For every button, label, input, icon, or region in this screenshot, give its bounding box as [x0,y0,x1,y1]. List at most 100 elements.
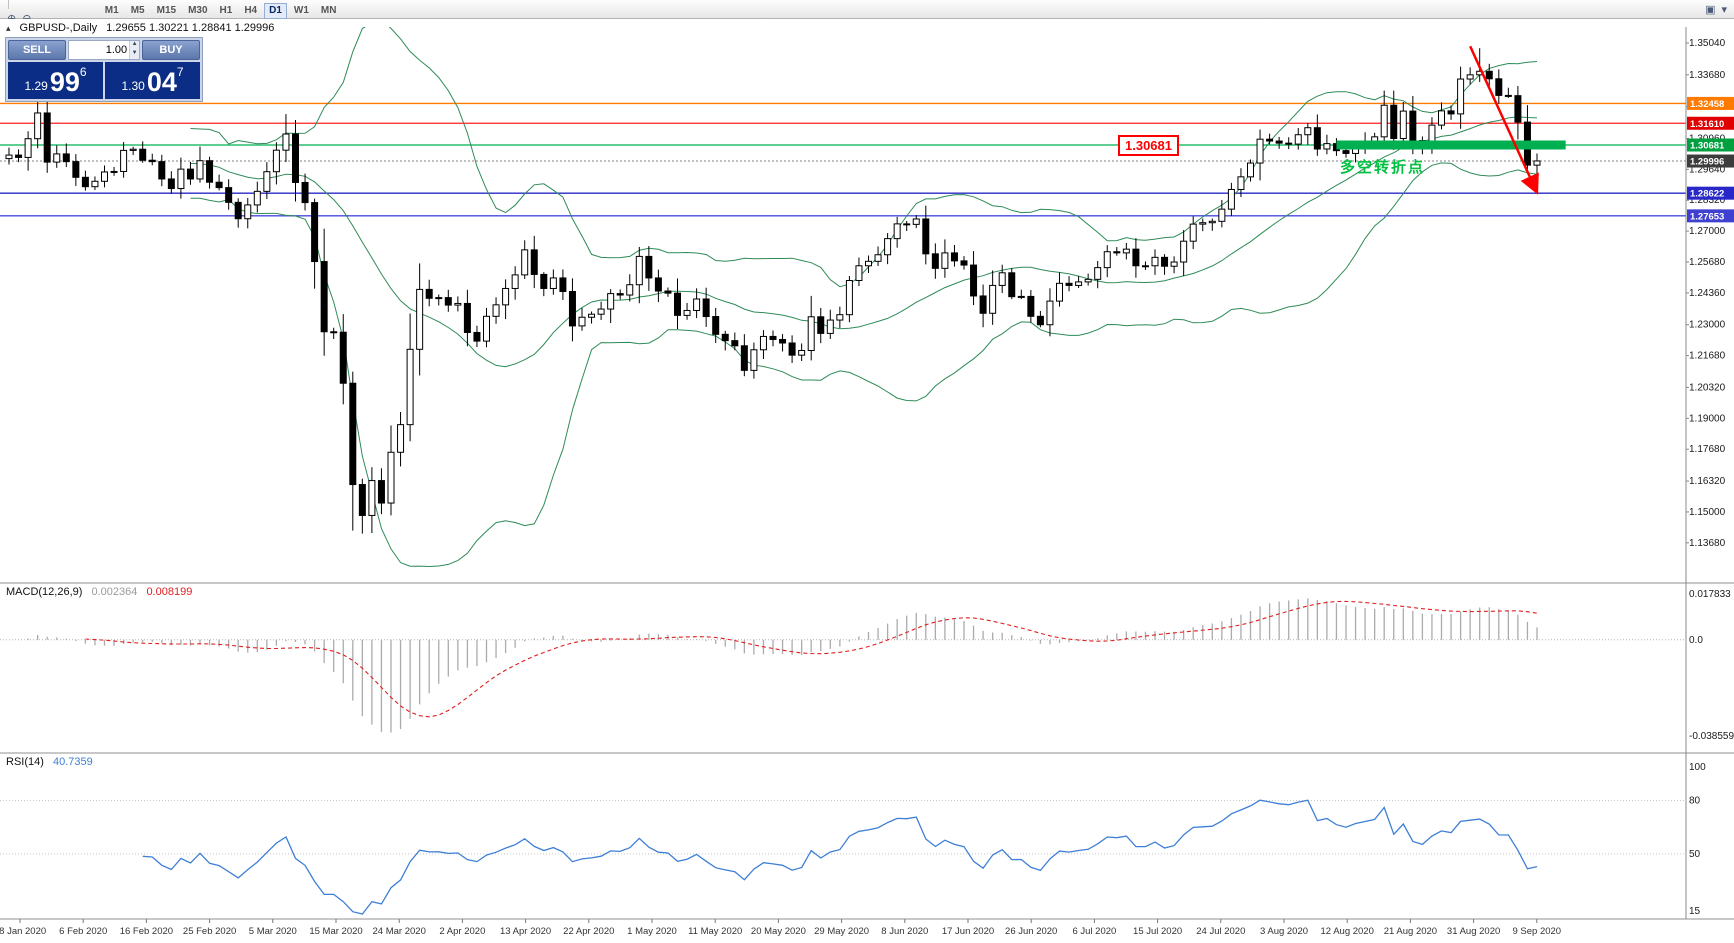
price-badge [1687,186,1734,200]
date-axis-label: 26 Jun 2020 [1005,926,1057,937]
macd-label: MACD(12,26,9) 0.002364 0.008199 [6,586,192,598]
price-axis-label: 1.17680 [1689,444,1726,455]
volume-input[interactable] [69,41,130,59]
ohlc-values: 1.29655 1.30221 1.28841 1.29996 [106,22,275,34]
price-axis-label: 1.15000 [1689,507,1726,518]
timeframe-m15-button[interactable]: M15 [152,3,181,19]
date-axis-label: 2 Apr 2020 [439,926,485,937]
buy-price-prefix: 1.30 [121,79,145,93]
timeframe-m5-button[interactable]: M5 [126,3,150,19]
price-axis-label: 1.20320 [1689,382,1726,393]
macd-main-value: 0.002364 [91,586,138,598]
timeframe-w1-button[interactable]: W1 [289,3,314,19]
volume-stepper[interactable]: ▲ ▼ [68,40,140,60]
volume-spinner[interactable]: ▲ ▼ [129,41,139,59]
price-badge [1687,116,1734,130]
annotation-text[interactable]: 多空转折点 [1340,159,1426,176]
sell-price[interactable]: 1.29 99 6 [8,62,103,99]
price-axis-label: 1.29640 [1689,164,1726,175]
timeframe-mn-button[interactable]: MN [316,3,342,19]
svg-text:1.32458: 1.32458 [1690,99,1724,110]
price-axis-label: 1.35040 [1689,38,1726,49]
buy-button[interactable]: BUY [142,40,200,60]
timeframe-h1-button[interactable]: H1 [215,3,238,19]
timeframe-m1-button[interactable]: M1 [100,3,124,19]
date-axis-label: 3 Aug 2020 [1260,926,1308,937]
toolbar: ▦▾✚新订单▥▣⌂▭▶自动交易☰◫╱⊕⊖≫↦ƒ▾↖┼│─╱║φA⇘ M1M5M1… [0,0,1734,164]
date-axis-label: 5 Mar 2020 [249,926,297,937]
date-axis-label: 12 Aug 2020 [1321,926,1374,937]
toolbar-right-buttons: ▣ ▾ [1702,0,1730,18]
sell-price-point: 6 [79,65,87,79]
macd-name: MACD(12,26,9) [6,586,83,598]
buy-price[interactable]: 1.30 04 7 [105,62,200,99]
price-badge [1687,96,1734,110]
date-axis-label: 13 Apr 2020 [500,926,551,937]
svg-text:100: 100 [1689,762,1706,773]
svg-text:1.29996: 1.29996 [1690,157,1724,168]
volume-up-icon[interactable]: ▲ [130,41,139,50]
svg-text:1.31610: 1.31610 [1690,119,1724,130]
svg-text:1.30681: 1.30681 [1690,141,1725,152]
chart-title: ▴ GBPUSD-,Daily 1.29655 1.30221 1.28841 … [6,22,274,34]
price-axis-label: 1.25680 [1689,257,1726,268]
rsi-plot [0,799,1686,915]
date-axis-label: 8 Jun 2020 [881,926,928,937]
price-axis-label: 1.13680 [1689,538,1726,549]
date-axis-label: 15 Mar 2020 [309,926,362,937]
date-axis-label: 11 May 2020 [688,926,742,937]
date-axis-label: 6 Jul 2020 [1072,926,1116,937]
timeframe-m30-button[interactable]: M30 [183,3,212,19]
date-axis-label: 22 Apr 2020 [563,926,614,937]
sell-button[interactable]: SELL [8,40,66,60]
chart-window[interactable]: 0.017833 0.0 -0.038559 100 80 50 15 1.35040 1.33… [0,19,1734,943]
rsi-name: RSI(14) [6,756,44,768]
buy-price-pips: 04 [146,67,177,97]
docking-toggle-button[interactable]: ▣ [1702,2,1718,18]
toolbar-more-icon: ▾ [1721,4,1727,16]
date-axis-label: 15 Jul 2020 [1133,926,1182,937]
date-axis-label: 6 Feb 2020 [59,926,107,937]
svg-text:1.28622: 1.28622 [1690,189,1724,200]
price-axis-label: 1.16320 [1689,476,1726,487]
price-chart[interactable]: 0.017833 0.0 -0.038559 100 80 50 15 1.35040 1.33… [0,19,1734,943]
chart-symbol-period: GBPUSD-,Daily [19,22,98,34]
trade-panel-controls: SELL ▲ ▼ BUY [8,40,200,60]
svg-text:0.017833: 0.017833 [1689,589,1731,600]
rsi-label: RSI(14) 40.7359 [6,756,93,768]
sell-price-pips: 99 [49,67,80,97]
date-axis-label: 28 Jan 2020 [0,926,46,937]
svg-text:1.27653: 1.27653 [1690,211,1724,222]
date-axis-label: 21 Aug 2020 [1384,926,1437,937]
date-axis-label: 24 Mar 2020 [373,926,426,937]
macd-signal-value: 0.008199 [146,586,193,598]
date-axis-label: 24 Jul 2020 [1196,926,1245,937]
one-click-trading-panel: SELL ▲ ▼ BUY 1.29 99 6 1.30 [5,37,203,102]
svg-text:-0.038559: -0.038559 [1689,731,1734,742]
timeframe-h4-button[interactable]: H4 [239,3,262,19]
macd-plot [0,598,1686,733]
toolbar-more-button[interactable]: ▾ [1718,2,1730,18]
date-axis-label: 1 May 2020 [627,926,677,937]
date-axis-label: 16 Feb 2020 [120,926,173,937]
price-badge [1687,154,1734,168]
timeframe-d1-button[interactable]: D1 [264,2,287,19]
price-axis-label: 1.33680 [1689,70,1726,81]
docking-toggle-icon: ▣ [1705,4,1716,16]
svg-text:50: 50 [1689,849,1701,860]
date-axis-label: 29 May 2020 [814,926,869,937]
rsi-value: 40.7359 [52,756,93,768]
price-callout[interactable]: 1.30681 [1118,135,1179,156]
svg-text:80: 80 [1689,796,1701,807]
chart-symbol-icon: ▴ [6,22,11,33]
date-axis-label: 17 Jun 2020 [942,926,994,937]
svg-text:0.0: 0.0 [1689,635,1703,646]
timeframe-toolbar: M1 M5 M15 M30 H1 H4 D1 W1 MN [99,0,343,19]
sell-price-prefix: 1.29 [24,79,48,93]
price-axis-label: 1.27000 [1689,226,1726,237]
volume-down-icon[interactable]: ▼ [130,50,139,59]
date-axis-label: 31 Aug 2020 [1447,926,1500,937]
buy-price-point: 7 [176,65,184,79]
price-badge [1687,209,1734,223]
